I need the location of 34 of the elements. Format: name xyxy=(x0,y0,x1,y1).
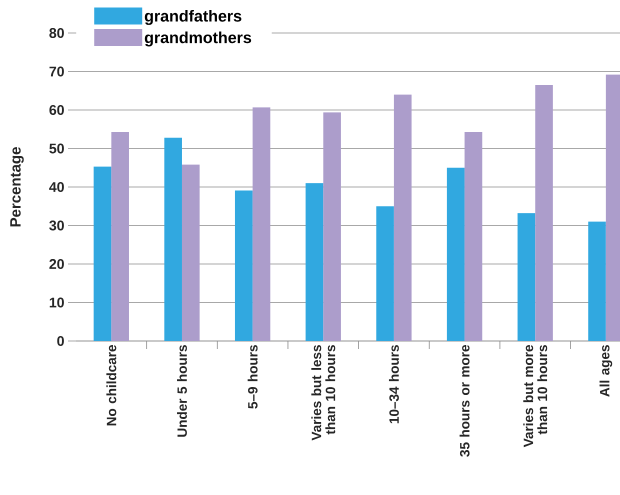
bar xyxy=(464,132,482,341)
bar xyxy=(323,112,341,341)
bar xyxy=(252,107,270,341)
bar xyxy=(376,206,394,341)
bar xyxy=(182,164,200,341)
y-tick-label: 0 xyxy=(57,336,64,346)
y-tick-label: 10 xyxy=(50,298,64,308)
y-tick-label: 60 xyxy=(49,105,64,115)
x-tick-label: 35 hours or more xyxy=(460,345,470,457)
y-tick-label: 20 xyxy=(49,259,64,269)
x-tick-label: All ages xyxy=(600,345,612,397)
bar xyxy=(94,166,112,341)
bar xyxy=(306,183,324,341)
bar xyxy=(518,213,536,341)
bar xyxy=(446,168,465,341)
bar xyxy=(535,84,553,341)
x-tick-label: 10–34 hours xyxy=(388,345,399,424)
x-tick-label: Varies but less than 10 hours xyxy=(311,345,336,440)
legend-label: grandfathers xyxy=(144,10,242,25)
legend-label: grandmothers xyxy=(144,31,252,46)
x-tick-label: No childcare xyxy=(106,344,116,426)
bar xyxy=(164,138,182,341)
y-tick-label: 80 xyxy=(49,28,64,38)
y-tick-label: 70 xyxy=(50,66,64,76)
bar xyxy=(111,132,129,341)
bar xyxy=(234,190,253,341)
x-tick-label: Varies but more than 10 hours xyxy=(523,344,548,448)
y-tick-label: 40 xyxy=(49,182,64,192)
y-axis-title: Percentage xyxy=(10,147,24,226)
bar xyxy=(394,94,412,341)
x-tick-label: 5–9 hours xyxy=(248,345,258,409)
y-tick-label: 50 xyxy=(49,144,64,154)
x-tick-label: Under 5 hours xyxy=(177,345,187,437)
y-tick-label: 30 xyxy=(49,220,64,230)
